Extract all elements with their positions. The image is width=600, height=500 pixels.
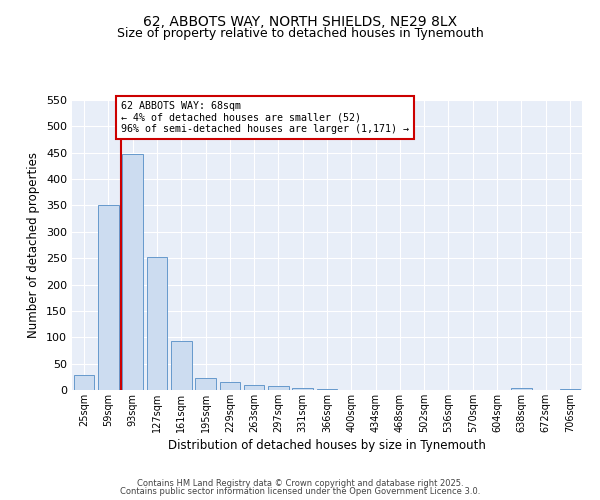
Bar bbox=[268, 386, 289, 390]
Text: 62 ABBOTS WAY: 68sqm
← 4% of detached houses are smaller (52)
96% of semi-detach: 62 ABBOTS WAY: 68sqm ← 4% of detached ho… bbox=[121, 101, 409, 134]
Bar bbox=[244, 384, 265, 390]
X-axis label: Distribution of detached houses by size in Tynemouth: Distribution of detached houses by size … bbox=[168, 439, 486, 452]
Text: Contains HM Land Registry data © Crown copyright and database right 2025.: Contains HM Land Registry data © Crown c… bbox=[137, 478, 463, 488]
Bar bbox=[98, 206, 119, 390]
Bar bbox=[171, 341, 191, 390]
Text: 62, ABBOTS WAY, NORTH SHIELDS, NE29 8LX: 62, ABBOTS WAY, NORTH SHIELDS, NE29 8LX bbox=[143, 15, 457, 29]
Bar bbox=[560, 389, 580, 390]
Y-axis label: Number of detached properties: Number of detached properties bbox=[28, 152, 40, 338]
Text: Contains public sector information licensed under the Open Government Licence 3.: Contains public sector information licen… bbox=[120, 487, 480, 496]
Bar bbox=[220, 382, 240, 390]
Bar bbox=[511, 388, 532, 390]
Bar bbox=[74, 375, 94, 390]
Bar bbox=[146, 257, 167, 390]
Bar bbox=[292, 388, 313, 390]
Bar bbox=[122, 154, 143, 390]
Bar bbox=[195, 378, 216, 390]
Text: Size of property relative to detached houses in Tynemouth: Size of property relative to detached ho… bbox=[116, 28, 484, 40]
